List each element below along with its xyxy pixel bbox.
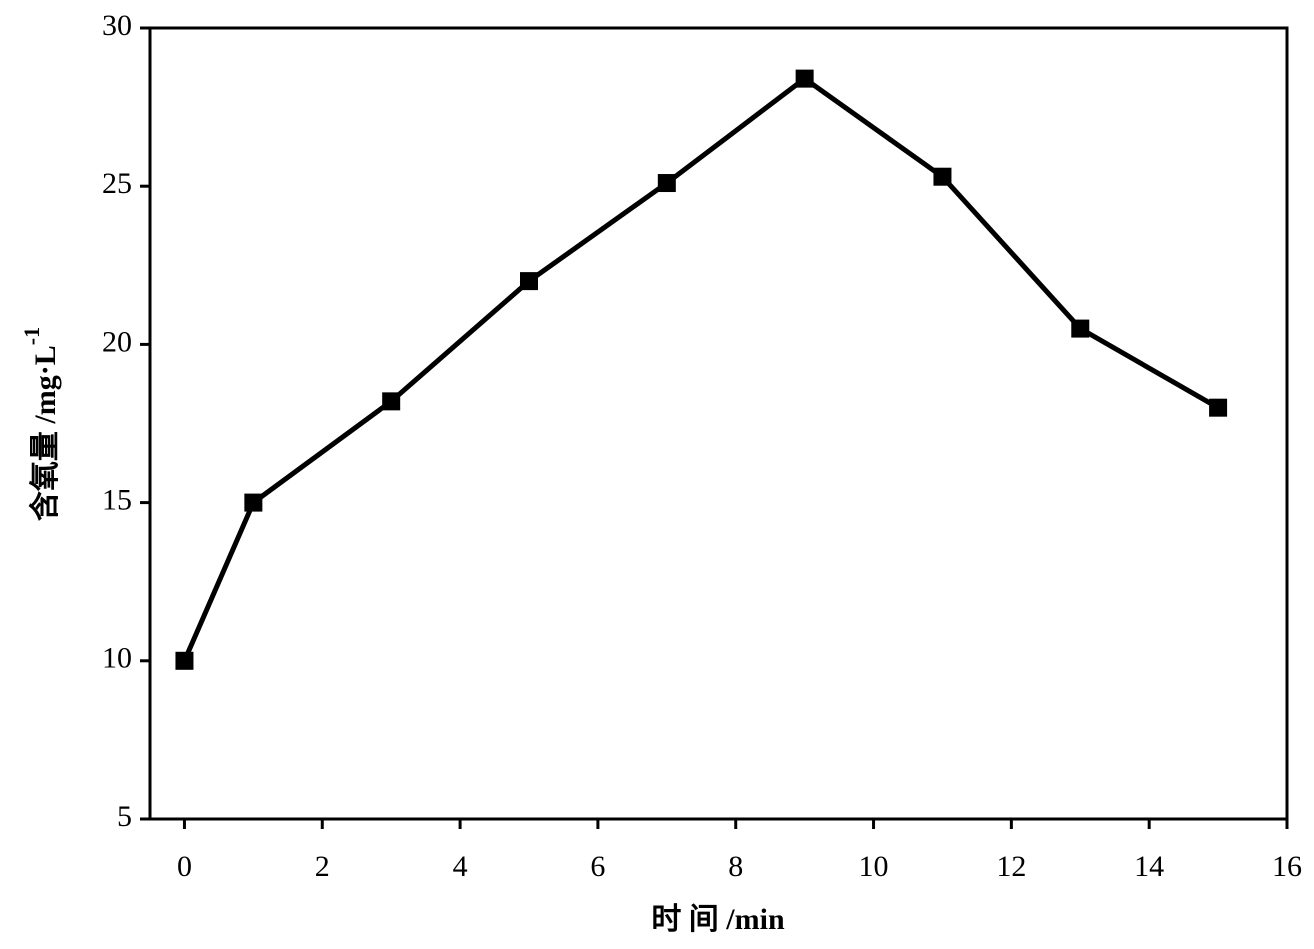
y-tick-label: 10 bbox=[102, 642, 132, 675]
x-tick-label: 10 bbox=[859, 850, 889, 883]
y-axis-label: 含氧量 /mg·L-1 bbox=[19, 327, 62, 521]
x-tick-label: 8 bbox=[728, 850, 743, 883]
y-tick-label: 30 bbox=[102, 9, 132, 42]
data-line bbox=[182, 75, 1220, 662]
y-tick-label: 25 bbox=[102, 167, 132, 200]
y-tick-label: 5 bbox=[117, 800, 132, 833]
x-tick-label: 2 bbox=[315, 850, 330, 883]
x-tick-label: 4 bbox=[453, 850, 468, 883]
x-tick-label: 0 bbox=[177, 850, 192, 883]
x-tick-label: 6 bbox=[590, 850, 605, 883]
data-point bbox=[175, 651, 194, 670]
data-point bbox=[657, 174, 676, 193]
plot-frame bbox=[148, 26, 1289, 821]
x-axis-label: 时 间 /min bbox=[651, 903, 785, 936]
data-point bbox=[244, 493, 263, 512]
data-point bbox=[933, 167, 952, 186]
data-point bbox=[382, 392, 401, 411]
x-tick-label: 14 bbox=[1134, 850, 1164, 883]
y-tick-label: 15 bbox=[102, 483, 132, 516]
y-axis-label-text: 含氧量 /mg·L bbox=[28, 345, 62, 521]
data-point bbox=[795, 69, 814, 88]
x-tick-label: 16 bbox=[1272, 850, 1302, 883]
data-point bbox=[1071, 319, 1090, 338]
x-tick-label: 12 bbox=[996, 850, 1026, 883]
data-point bbox=[1209, 398, 1228, 417]
y-axis-label-superscript: -1 bbox=[19, 327, 44, 345]
data-point bbox=[520, 272, 538, 291]
y-tick-label: 20 bbox=[102, 325, 132, 358]
